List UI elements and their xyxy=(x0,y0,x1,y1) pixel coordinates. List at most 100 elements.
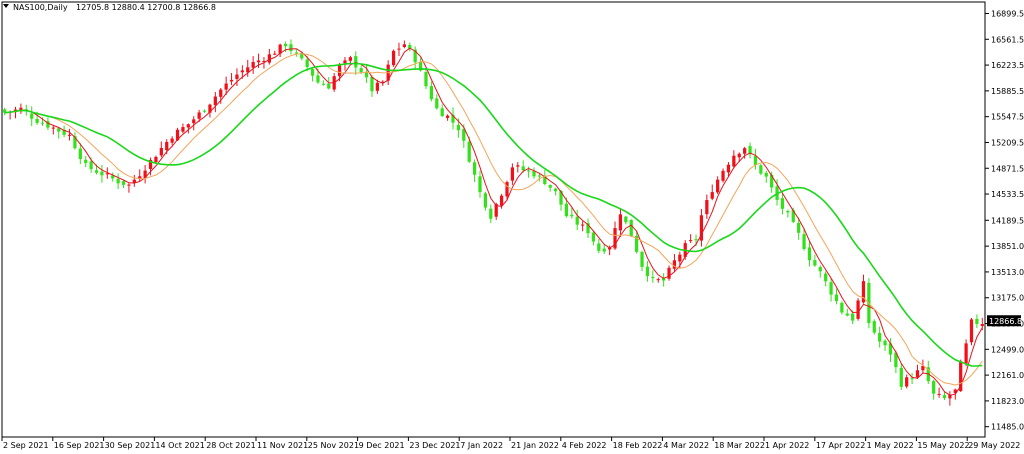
candle-body xyxy=(716,179,720,193)
candle xyxy=(797,217,801,240)
candle-body xyxy=(435,98,439,109)
dropdown-triangle-icon[interactable] xyxy=(3,4,9,8)
candle-body xyxy=(570,214,574,217)
candle xyxy=(213,92,217,113)
candle-body xyxy=(591,232,596,242)
candle xyxy=(197,109,201,122)
candle-body xyxy=(224,83,228,90)
candle xyxy=(829,278,833,302)
last-price-label: 12866.8 xyxy=(989,317,1022,326)
candle xyxy=(348,55,352,64)
candle xyxy=(175,127,180,141)
candle-body xyxy=(283,43,288,47)
y-tick-label: 13175.0 xyxy=(991,294,1024,303)
candle xyxy=(780,192,785,215)
candle-body xyxy=(489,208,493,219)
candle xyxy=(743,146,747,159)
y-tick-label: 16899.5 xyxy=(991,9,1024,18)
candle-body xyxy=(321,83,325,85)
y-tick-label: 11823.0 xyxy=(991,397,1024,406)
candle-body xyxy=(391,50,396,66)
candle xyxy=(975,314,979,329)
candle xyxy=(602,243,606,254)
candle-body xyxy=(499,195,504,206)
candle-body xyxy=(861,281,866,303)
candle xyxy=(640,250,644,272)
candle-body xyxy=(964,343,968,364)
candle-body xyxy=(694,239,698,241)
candle xyxy=(672,254,677,272)
candle-body xyxy=(467,141,471,162)
candle xyxy=(689,234,693,244)
candle-body xyxy=(305,59,309,67)
candles-layer xyxy=(3,39,984,406)
candle-body xyxy=(251,62,255,68)
candle-body xyxy=(975,318,979,324)
candle-body xyxy=(84,159,88,163)
ma-slow-line xyxy=(4,62,983,367)
candle xyxy=(116,173,120,190)
candle xyxy=(246,59,250,77)
y-tick-label: 13513.0 xyxy=(991,268,1024,277)
candle-body xyxy=(629,219,633,237)
candle xyxy=(834,288,839,305)
chart-header: NAS100,Daily 12705.8 12880.4 12700.8 128… xyxy=(3,3,216,12)
candle xyxy=(888,338,893,363)
candle-body xyxy=(170,138,174,143)
header-symbol: NAS100,Daily xyxy=(13,3,68,12)
candle xyxy=(786,209,790,218)
candle xyxy=(51,125,55,135)
candle-body xyxy=(154,156,158,163)
candle xyxy=(440,104,444,117)
candle-body xyxy=(537,175,542,177)
candle-body xyxy=(726,164,731,173)
candle xyxy=(505,180,509,201)
candle xyxy=(402,40,407,49)
candle-body xyxy=(770,174,774,188)
candle xyxy=(813,254,817,267)
candle xyxy=(100,164,104,183)
candle-body xyxy=(662,277,666,281)
candle-body xyxy=(472,162,477,175)
candle-body xyxy=(602,248,606,252)
candle-body xyxy=(613,228,617,249)
candle-body xyxy=(62,129,66,135)
y-tick-label: 16561.5 xyxy=(991,35,1024,44)
candle-body xyxy=(3,109,7,113)
candle-body xyxy=(78,148,82,160)
candle-body xyxy=(181,127,185,132)
candle xyxy=(699,208,704,247)
candle xyxy=(753,148,758,170)
candle-body xyxy=(381,81,385,83)
candle-body xyxy=(656,279,660,281)
x-tick-label: 14 Oct 2021 xyxy=(155,441,204,450)
candle-body xyxy=(159,148,163,156)
candle xyxy=(910,373,914,385)
candle-body xyxy=(213,96,217,106)
candle xyxy=(181,123,185,134)
candle-body xyxy=(451,114,455,123)
candle-body xyxy=(267,54,271,63)
plot-frame xyxy=(1,1,986,438)
candle-body xyxy=(553,188,558,192)
candle-body xyxy=(543,175,547,185)
x-tick-label: 18 Feb 2022 xyxy=(613,441,663,450)
candle-body xyxy=(532,171,536,177)
candle xyxy=(759,164,763,176)
candle-body xyxy=(824,273,828,282)
x-tick-label: 11 Nov 2021 xyxy=(257,441,308,450)
candle xyxy=(559,190,563,211)
candle xyxy=(543,169,547,186)
candle-body xyxy=(516,165,520,167)
x-tick-label: 9 Dec 2021 xyxy=(359,441,405,450)
candle xyxy=(472,159,477,183)
candle xyxy=(413,46,417,70)
x-tick-label: 17 Apr 2022 xyxy=(816,441,865,450)
candle xyxy=(132,174,136,187)
candle xyxy=(629,219,633,238)
x-tick-label: 7 Jan 2022 xyxy=(460,441,503,450)
candle xyxy=(138,169,142,181)
candle xyxy=(467,136,471,163)
candle xyxy=(294,49,298,57)
